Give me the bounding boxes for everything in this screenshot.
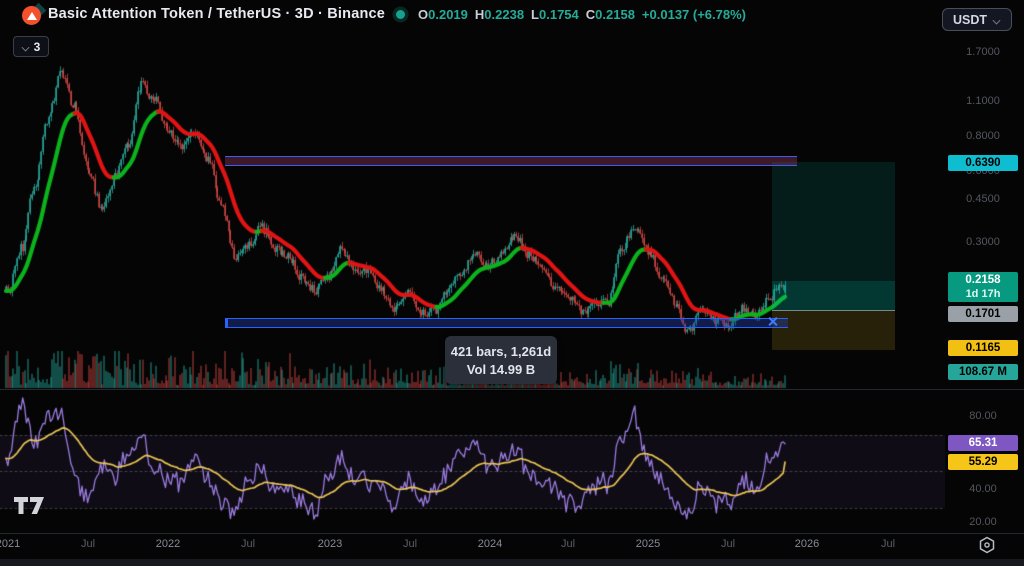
symbol-title[interactable]: Basic Attention Token / TetherUS · 3D · … [48, 6, 386, 22]
time-axis-label: Jul [402, 538, 418, 550]
bat-token-logo-icon [22, 2, 47, 26]
last-price-label: 0.2158 1d 17h [948, 272, 1018, 302]
market-status-icon[interactable] [396, 10, 405, 19]
time-axis-label: 2021 [0, 538, 21, 550]
axis-tick-label: 20.00 [969, 516, 997, 528]
ohlc-pair: L0.1754 [531, 7, 579, 22]
drawing-anchor-icon[interactable] [767, 316, 778, 327]
projection-entry-line [772, 310, 895, 311]
chart-header: Basic Attention Token / TetherUS · 3D · … [0, 0, 1024, 31]
support-price-label: 0.1701 [948, 306, 1018, 322]
time-axis-label: Jul [240, 538, 256, 550]
last-price-value: 0.2158 [965, 274, 1001, 286]
target-price-label: 0.6390 [948, 155, 1018, 171]
chevron-down-icon [22, 43, 30, 51]
ohlc-pair: H0.2238 [474, 7, 525, 22]
axis-tick-label: 1.7000 [966, 46, 1000, 58]
time-axis[interactable]: 2021 Jul 2022 Jul 2023 Jul 2024 Jul 2025 Jul 2026 J… [0, 534, 1024, 559]
chevron-down-icon [993, 16, 1001, 24]
rsi-value-label: 65.31 [948, 435, 1018, 451]
bar-countdown: 1d 17h [965, 288, 1001, 300]
indicators-collapse-button[interactable]: 3 [13, 36, 49, 57]
tradingview-logo[interactable] [13, 496, 49, 515]
time-axis-label: 2025 [635, 538, 661, 550]
axis-tick-label: 0.4500 [966, 193, 1000, 205]
pane-separator[interactable] [0, 533, 1024, 534]
pane-separator[interactable] [0, 389, 1024, 390]
resistance-zone-rect[interactable] [225, 156, 797, 166]
time-axis-label: Jul [720, 538, 736, 550]
tooltip-volume-line: Vol 14.99 B [466, 361, 536, 377]
ohlc-pair: +0.0137 (+6.78%) [641, 7, 746, 22]
projection-loss-zone[interactable] [772, 311, 895, 350]
ohlc-pair: O0.2019 [418, 7, 468, 22]
time-axis-label: 2022 [155, 538, 181, 550]
time-axis-label: Jul [560, 538, 576, 550]
axis-tick-label: 0.8000 [966, 130, 1000, 142]
indicator-count: 3 [33, 39, 41, 54]
time-axis-label: 2023 [317, 538, 343, 550]
support-zone-rect[interactable] [225, 318, 788, 328]
projection-entry-band[interactable] [772, 281, 895, 310]
volume-value-label: 108.67 M [948, 364, 1018, 380]
time-axis-label: Jul [80, 538, 96, 550]
axis-tick-label: 1.1000 [966, 95, 1000, 107]
currency-toggle-button[interactable]: USDT [942, 8, 1012, 31]
rsi-ma-value-label: 55.29 [948, 454, 1018, 470]
axis-tick-label: 40.00 [969, 483, 997, 495]
time-axis-label: 2026 [794, 538, 820, 550]
ohlc-values: O0.2019 H0.2238 L0.1754 C0.2158 +0.0137 (+6.… [418, 7, 746, 22]
time-axis-label: Jul [880, 538, 896, 550]
axis-tick-label: 80.00 [969, 410, 997, 422]
bars-measure-tooltip: 421 bars, 1,261d Vol 14.99 B [445, 336, 557, 384]
stop-price-label: 0.1165 [948, 340, 1018, 356]
time-axis-label: 2024 [477, 538, 503, 550]
ohlc-pair: C0.2158 [585, 7, 635, 22]
price-scale[interactable]: 20.00 40.00 80.00 0.3000 0.4500 0.6000 0.8000 1… [945, 30, 1024, 559]
axis-tick-label: 0.3000 [966, 236, 1000, 248]
currency-label: USDT [952, 12, 988, 27]
projection-profit-zone[interactable] [772, 162, 895, 310]
tooltip-bars-line: 421 bars, 1,261d [450, 343, 552, 359]
scales-settings-gear-icon[interactable] [976, 535, 998, 555]
chart-plot-area[interactable] [0, 0, 945, 540]
window-bottom-edge [0, 559, 1024, 566]
